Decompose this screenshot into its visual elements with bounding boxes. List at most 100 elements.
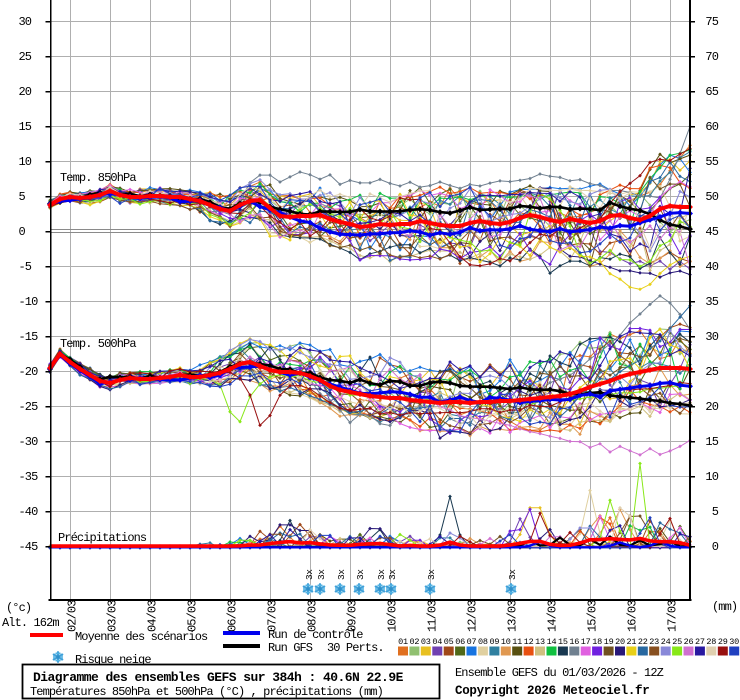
svg-text:20: 20 [705, 400, 718, 414]
svg-text:40: 40 [705, 260, 718, 274]
svg-text:(°c): (°c) [6, 601, 31, 615]
svg-text:Diagramme des ensembles GEFS s: Diagramme des ensembles GEFS sur 384h : … [33, 670, 404, 685]
svg-text:Précipitations: Précipitations [58, 531, 147, 545]
svg-text:60: 60 [705, 120, 718, 134]
svg-text:10/03: 10/03 [386, 600, 400, 632]
svg-text:13/03: 13/03 [506, 600, 520, 632]
svg-text:04: 04 [432, 637, 442, 647]
svg-text:25: 25 [705, 365, 718, 379]
svg-text:06: 06 [455, 637, 465, 647]
svg-text:07: 07 [467, 637, 477, 647]
svg-text:29: 29 [718, 637, 728, 647]
svg-text:3x: 3x [316, 569, 327, 580]
svg-text:Temp. 850hPa: Temp. 850hPa [60, 171, 136, 185]
svg-text:5: 5 [19, 190, 26, 204]
svg-text:-15: -15 [19, 330, 39, 344]
svg-text:16/03: 16/03 [626, 600, 640, 632]
svg-text:Run GFS: Run GFS [268, 641, 313, 655]
svg-text:Températures 850hPa et 500hPa: Températures 850hPa et 500hPa (°C) , pré… [30, 685, 383, 699]
svg-text:26: 26 [684, 637, 694, 647]
svg-text:-20: -20 [19, 365, 39, 379]
svg-text:35: 35 [705, 295, 718, 309]
svg-text:12: 12 [524, 637, 534, 647]
svg-text:65: 65 [705, 85, 718, 99]
svg-text:-40: -40 [19, 505, 39, 519]
svg-text:07/03: 07/03 [266, 600, 280, 632]
svg-text:45: 45 [705, 225, 718, 239]
svg-text:20: 20 [615, 637, 625, 647]
svg-text:0: 0 [712, 540, 719, 554]
svg-text:17/03: 17/03 [666, 600, 680, 632]
svg-text:30 Perts.: 30 Perts. [327, 641, 384, 655]
svg-text:03/03: 03/03 [106, 600, 120, 632]
svg-text:25: 25 [672, 637, 682, 647]
svg-text:3x: 3x [304, 569, 315, 580]
svg-text:10: 10 [19, 155, 32, 169]
svg-text:3x: 3x [336, 569, 347, 580]
svg-text:20: 20 [19, 85, 32, 99]
svg-text:3x: 3x [387, 569, 398, 580]
svg-text:-5: -5 [19, 260, 32, 274]
svg-text:10: 10 [705, 470, 718, 484]
svg-text:21: 21 [626, 637, 636, 647]
svg-text:Run de contrôle: Run de contrôle [268, 628, 363, 642]
svg-text:16: 16 [569, 637, 579, 647]
svg-text:Risque neige: Risque neige [75, 653, 151, 667]
svg-text:5: 5 [712, 505, 719, 519]
svg-text:14: 14 [547, 637, 557, 647]
svg-text:08: 08 [478, 637, 488, 647]
svg-text:23: 23 [649, 637, 659, 647]
svg-text:75: 75 [705, 15, 718, 29]
svg-text:15: 15 [558, 637, 568, 647]
svg-text:22: 22 [638, 637, 648, 647]
svg-text:Copyright 2026 Meteociel.fr: Copyright 2026 Meteociel.fr [455, 684, 649, 698]
svg-text:15: 15 [19, 120, 32, 134]
svg-text:02: 02 [409, 637, 419, 647]
svg-text:04/03: 04/03 [146, 600, 160, 632]
svg-text:70: 70 [705, 50, 718, 64]
svg-text:09/03: 09/03 [346, 600, 360, 632]
svg-text:3x: 3x [355, 569, 366, 580]
svg-text:3x: 3x [426, 569, 437, 580]
svg-text:55: 55 [705, 155, 718, 169]
svg-text:15: 15 [705, 435, 718, 449]
svg-text:Moyenne des scénarios: Moyenne des scénarios [75, 630, 208, 644]
svg-text:12/03: 12/03 [466, 600, 480, 632]
svg-text:11/03: 11/03 [426, 600, 440, 632]
svg-text:19: 19 [604, 637, 614, 647]
svg-text:17: 17 [581, 637, 591, 647]
svg-text:11: 11 [512, 637, 522, 647]
svg-text:30: 30 [705, 330, 718, 344]
svg-text:3x: 3x [376, 569, 387, 580]
svg-text:09: 09 [489, 637, 499, 647]
svg-text:02/03: 02/03 [66, 600, 80, 632]
svg-text:30: 30 [19, 15, 32, 29]
svg-text:-10: -10 [19, 295, 39, 309]
svg-text:-45: -45 [19, 540, 39, 554]
svg-text:Ensemble GEFS du 01/03/2026 -: Ensemble GEFS du 01/03/2026 - 12Z [455, 666, 664, 680]
svg-text:-25: -25 [19, 400, 39, 414]
svg-text:27: 27 [695, 637, 705, 647]
svg-text:(mm): (mm) [712, 600, 737, 614]
svg-text:10: 10 [501, 637, 511, 647]
svg-text:0: 0 [19, 225, 26, 239]
svg-text:50: 50 [705, 190, 718, 204]
svg-text:06/03: 06/03 [226, 600, 240, 632]
svg-text:Alt. 162m: Alt. 162m [2, 616, 59, 630]
svg-text:3x: 3x [507, 569, 518, 580]
svg-text:30: 30 [729, 637, 739, 647]
svg-text:03: 03 [421, 637, 431, 647]
svg-text:25: 25 [19, 50, 32, 64]
svg-text:08/03: 08/03 [306, 600, 320, 632]
svg-text:-35: -35 [19, 470, 39, 484]
svg-text:05: 05 [444, 637, 454, 647]
svg-text:14/03: 14/03 [546, 600, 560, 632]
svg-text:15/03: 15/03 [586, 600, 600, 632]
svg-text:13: 13 [535, 637, 545, 647]
svg-text:-30: -30 [19, 435, 39, 449]
svg-text:24: 24 [661, 637, 671, 647]
svg-text:Temp. 500hPa: Temp. 500hPa [60, 337, 136, 351]
svg-text:28: 28 [706, 637, 716, 647]
svg-text:18: 18 [592, 637, 602, 647]
svg-text:05/03: 05/03 [186, 600, 200, 632]
